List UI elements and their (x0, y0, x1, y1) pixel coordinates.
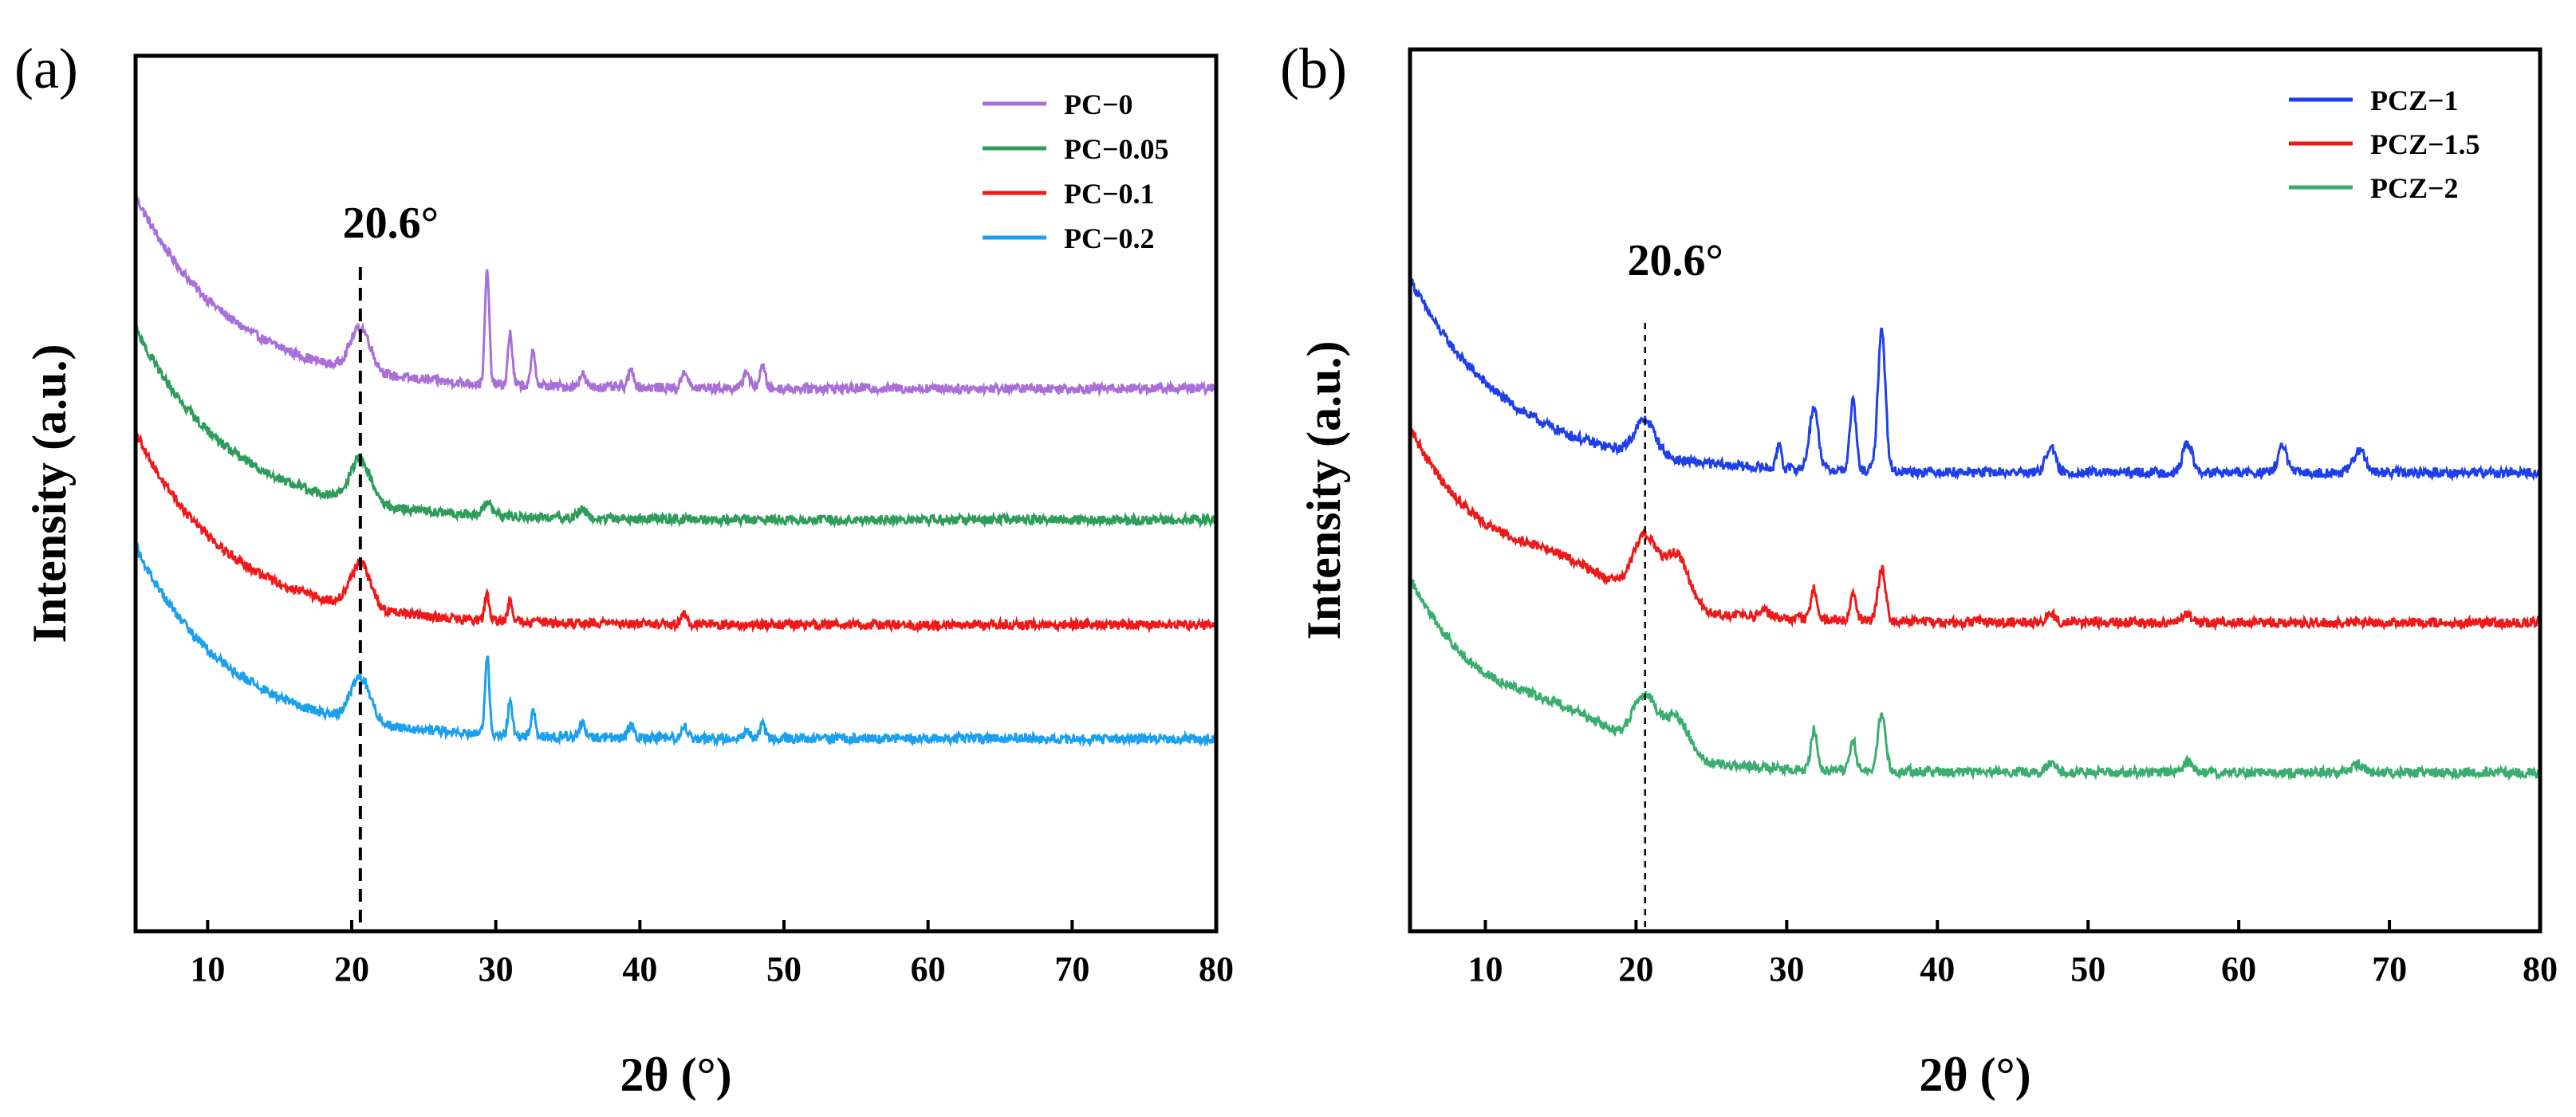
x-axis-title: 2θ (°) (620, 1048, 731, 1101)
x-tick-label: 80 (2523, 950, 2558, 989)
panel-label: (b) (1280, 37, 1347, 100)
legend-entry: PCZ−1 (2370, 85, 2459, 116)
panel-b: (b) 20.6° 10 20 30 40 50 60 70 80 2θ (°) Intensity … (1280, 37, 2558, 1101)
series-line-pcz-1 (1408, 276, 2542, 482)
series-line-pcz-1-5 (1408, 428, 2542, 632)
plot-frame (1408, 47, 2543, 934)
legend-entry: PC−0.2 (1064, 222, 1155, 254)
legend-entry: PC−0.05 (1064, 133, 1169, 165)
x-tick-label: 20 (1618, 950, 1653, 989)
x-tick-label: 40 (622, 950, 657, 989)
x-tick-label: 70 (2372, 950, 2407, 989)
annotation-label: 20.6° (343, 199, 439, 248)
panel-a: (a) 20.6° 10 20 30 40 50 60 70 80 2θ (°) Intensity … (14, 37, 1234, 1101)
x-tick-label: 30 (479, 950, 514, 989)
series-line-pc-0-1 (134, 429, 1218, 634)
y-axis-title: Intensity (a.u.) (1298, 340, 1350, 639)
x-tick-label: 50 (2070, 950, 2105, 989)
series-line-pcz-2 (1408, 577, 2542, 782)
x-tick-label: 80 (1199, 950, 1234, 989)
legend-entry: PC−0 (1064, 88, 1133, 120)
panel-label: (a) (14, 37, 78, 100)
series-line-pc-0-05 (134, 324, 1218, 529)
x-tick-label: 50 (766, 950, 802, 989)
x-tick-label: 60 (2221, 950, 2256, 989)
x-tick-label: 30 (1769, 950, 1804, 989)
x-tick-label: 10 (1467, 950, 1503, 989)
plot-frame (133, 53, 1219, 934)
series-line-pc-0-2 (135, 541, 1218, 748)
x-axis-title: 2θ (°) (1919, 1048, 2030, 1101)
x-tick-label: 20 (334, 950, 369, 989)
y-axis-title: Intensity (a.u.) (23, 344, 76, 643)
series-line-pc-0 (134, 193, 1218, 398)
legend-entry: PCZ−1.5 (2370, 128, 2480, 160)
x-tick-label: 40 (1920, 950, 1955, 989)
annotation-label: 20.6° (1628, 236, 1723, 285)
x-tick-label: 60 (911, 950, 946, 989)
x-tick-label: 70 (1054, 950, 1089, 989)
legend-entry: PC−0.1 (1064, 178, 1155, 210)
x-tick-label: 10 (190, 950, 225, 989)
legend-entry: PCZ−2 (2370, 172, 2459, 204)
